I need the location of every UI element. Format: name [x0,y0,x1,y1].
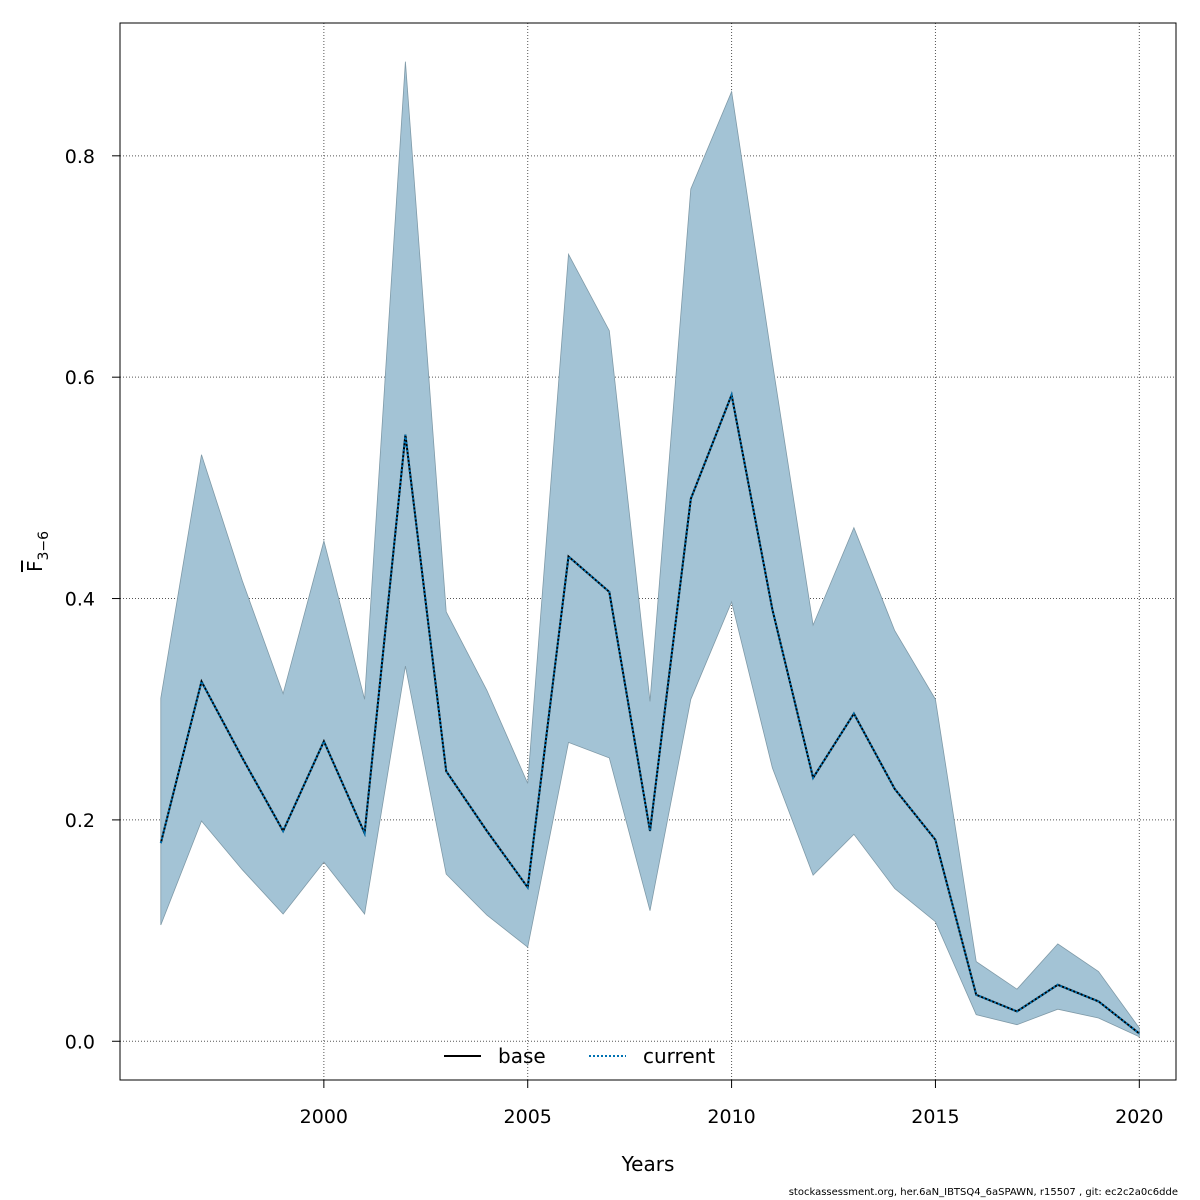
series-lines [159,391,1140,1035]
x-tick-label: 2000 [300,1106,348,1128]
x-tick-label: 2020 [1115,1106,1163,1128]
y-axis-title-main: F [23,561,47,573]
y-tick-label: 0.6 [65,367,95,389]
confidence-band [160,61,1140,1038]
y-axis-title-text: F3−6 [23,531,52,572]
confidence-band-area [160,61,1140,1038]
legend-label-current: current [643,1044,715,1068]
grid [120,23,1176,1080]
y-axis: 0.0 0.2 0.4 0.6 0.8 [65,146,120,1053]
x-tick-label: 2005 [504,1106,552,1128]
y-axis-title-subscript: 3−6 [36,531,52,561]
legend: base current [444,1044,715,1068]
y-tick-label: 0.2 [65,810,95,832]
legend-label-base: base [498,1044,546,1068]
series-line-current [159,391,1140,1035]
x-tick-label: 2015 [911,1106,959,1128]
plot-frame [119,22,1177,1081]
y-tick-label: 0.0 [65,1031,95,1053]
y-tick-label: 0.8 [65,146,95,168]
y-axis-title: F3−6 [23,531,52,572]
x-axis-title: Years [621,1152,675,1176]
y-tick-label: 0.4 [65,589,95,611]
x-axis: 2000 2005 2010 2015 2020 [300,1080,1163,1128]
footer-credit: stockassessment.org, her.6aN_IBTSQ4_6aSP… [788,1187,1178,1198]
x-tick-label: 2010 [707,1106,755,1128]
